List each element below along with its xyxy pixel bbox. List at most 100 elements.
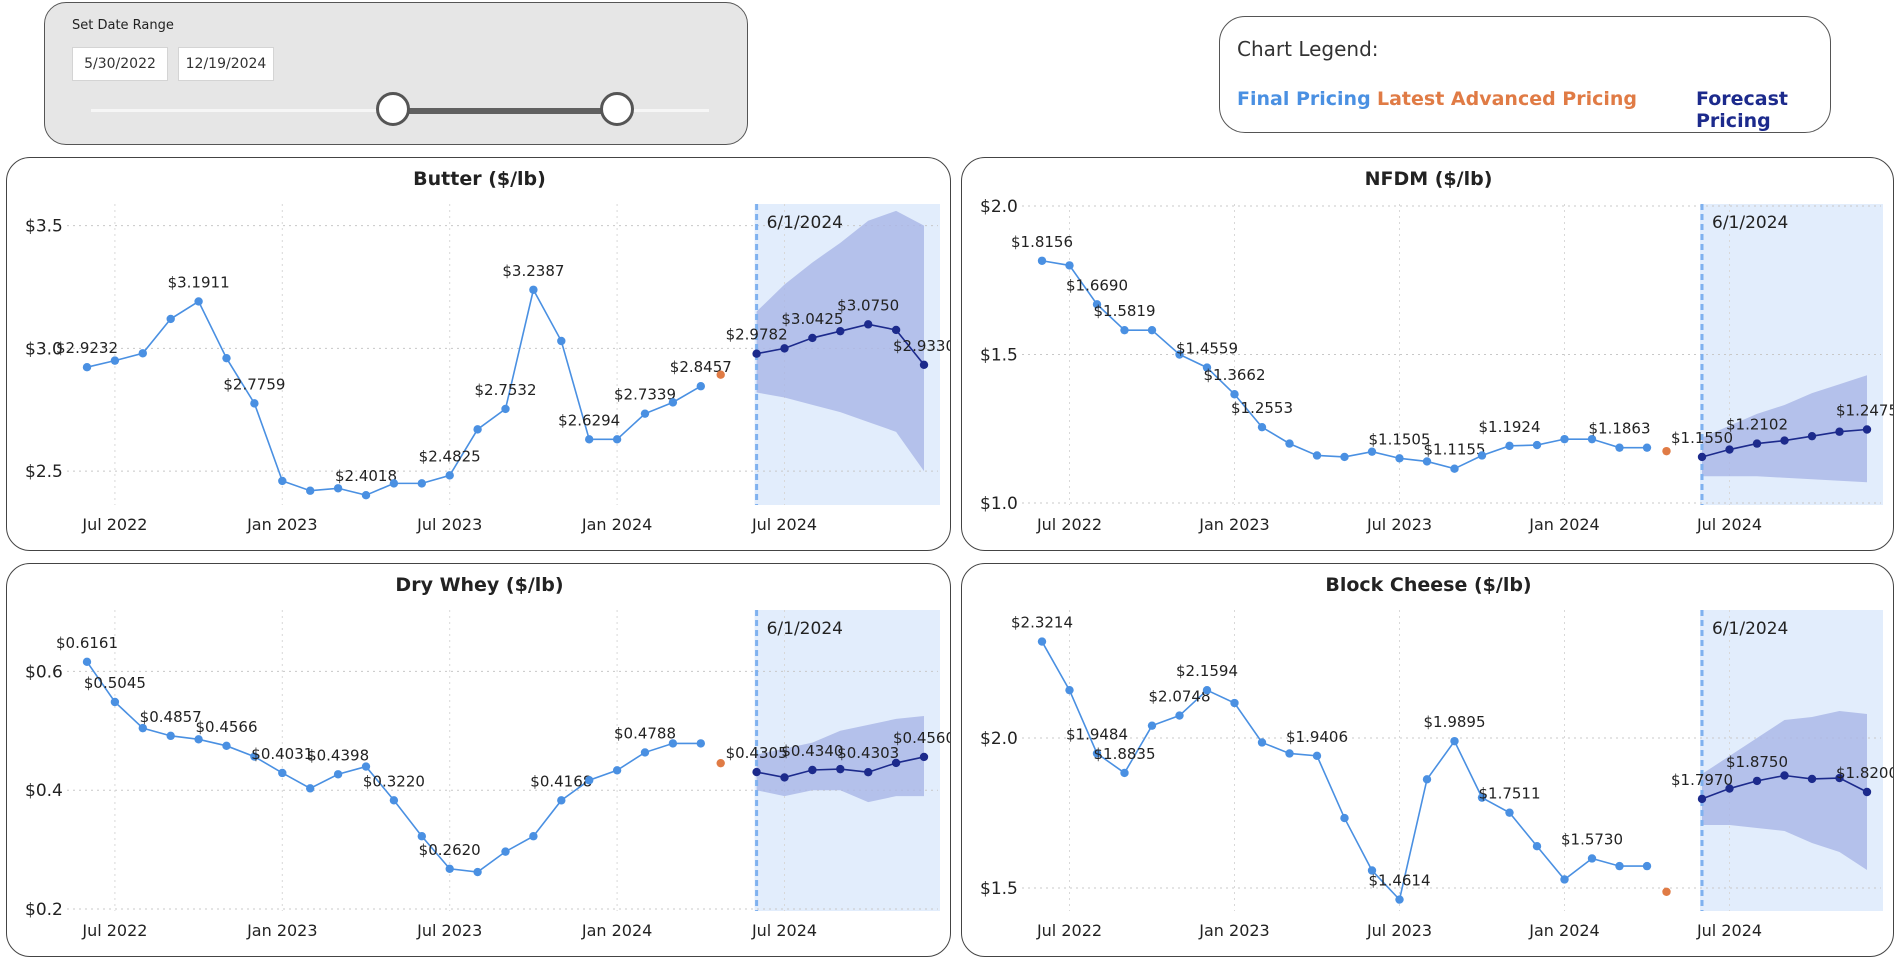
legend-latest-advanced-pricing: Latest Advanced Pricing [1377,88,1638,110]
butter-y-tick-label: $2.5 [25,462,63,482]
dry-whey-final-pricing-point [640,748,650,757]
nfdm-final-pricing-point [1175,350,1184,359]
nfdm-date-marker-label: 6/1/2024 [1712,213,1788,233]
block-cheese-final-pricing-point [1587,854,1597,863]
butter-forecast-point [891,325,901,335]
dry-whey-final-pricing-point [222,741,231,751]
dry-whey-forecast-point [919,752,929,762]
butter-chart: Butter ($/lb) $2.5 $3.0 $3.5 Jul 2022 Jan 202… [25,168,951,534]
nfdm-final-pricing-point [1532,440,1542,450]
nfdm-final-pricing-point [1477,451,1487,460]
block-cheese-final-pricing-point [1120,768,1129,778]
butter-final-data-label: $2.7339 [614,386,676,404]
butter-x-tick-label: Jul 2024 [751,515,817,534]
dry-whey-final-data-label: $0.4398 [307,746,369,764]
butter-final-data-label: $2.7759 [223,375,285,393]
dry-whey-x-tick-label: Jul 2023 [416,921,482,940]
nfdm-final-pricing-point [1560,434,1569,444]
block-cheese-x-tick-label: Jan 2023 [1198,921,1269,940]
butter-final-pricing-point [306,486,315,495]
slider-start-handle[interactable] [376,92,410,126]
dry-whey-forecast-point [836,764,845,774]
block-cheese-y-tick-label: $2.0 [980,729,1018,749]
block-cheese-final-pricing-point [1422,775,1432,784]
butter-advanced-pricing-point [716,370,725,379]
nfdm-y-tick-label: $1.5 [980,346,1018,366]
dry-whey-final-pricing-point [585,776,594,785]
butter-final-pricing-point [222,353,231,363]
butter-forecast-data-label: $2.9330 [893,337,951,355]
nfdm-final-pricing-point [1422,457,1432,466]
dry-whey-forecast-point [808,765,817,775]
nfdm-final-pricing-point [1615,443,1624,452]
butter-final-pricing-point [278,476,287,486]
dry-whey-forecast-data-label: $0.4305 [726,744,788,762]
block-cheese-final-data-label: $2.0748 [1148,688,1210,706]
nfdm-final-data-label: $1.1505 [1368,430,1430,448]
block-cheese-y-tick-label: $1.5 [980,879,1018,899]
block-cheese-forecast-data-label: $1.8200 [1836,764,1894,782]
butter-x-tick-label: Jan 2024 [581,515,652,534]
butter-forecast-band [756,210,924,472]
block-cheese-final-data-label: $1.7511 [1478,785,1540,803]
butter-final-pricing-point [250,399,259,408]
dry-whey-chart-panel: Dry Whey ($/lb) $0.2 $0.4 $0.6 Jul 2022 Jan 2… [6,563,951,957]
butter-forecast-point [836,326,845,336]
dry-whey-final-pricing-point [138,723,147,733]
block-cheese-final-pricing-point [1477,793,1487,802]
butter-x-tick-label: Jan 2023 [246,515,317,534]
butter-final-pricing-point [501,404,510,414]
dry-whey-final-pricing-point [250,752,259,761]
block-cheese-final-pricing-point [1560,875,1569,884]
nfdm-final-pricing-point [1065,261,1074,270]
nfdm-x-tick-label: Jul 2023 [1366,515,1432,534]
nfdm-forecast-point [1697,452,1707,462]
nfdm-final-data-label: $1.5819 [1093,302,1155,320]
block-cheese-date-marker-label: 6/1/2024 [1712,619,1788,639]
block-cheese-advanced-pricing-point [1662,887,1671,897]
dry-whey-final-pricing-point [166,731,175,741]
end-date-input[interactable]: 12/19/2024 [178,47,274,81]
nfdm-final-pricing-point [1037,256,1047,265]
start-date-input[interactable]: 5/30/2022 [72,47,168,81]
dry-whey-forecast-point [780,773,789,782]
dry-whey-final-pricing-point [306,784,315,793]
block-cheese-x-tick-label: Jul 2024 [1696,921,1762,940]
butter-final-pricing-point [696,382,705,391]
slider-end-handle[interactable] [600,92,634,126]
dry-whey-final-pricing-point [82,657,92,667]
slider-range-fill [393,108,617,114]
butter-final-pricing-point [110,356,120,365]
dry-whey-forecast-data-label: $0.4340 [781,742,843,760]
block-cheese-final-pricing-point [1340,813,1349,823]
nfdm-final-pricing-point [1587,434,1597,444]
nfdm-forecast-data-label: $1.2475 [1836,401,1894,419]
dry-whey-forecast-point [864,768,873,777]
nfdm-y-tick-label: $2.0 [980,197,1018,217]
nfdm-x-tick-label: Jul 2022 [1036,515,1102,534]
nfdm-final-pricing-point [1642,443,1652,452]
dry-whey-final-data-label: $0.6161 [56,634,118,652]
block-cheese-final-pricing-line [1041,641,1647,902]
nfdm-forecast-point [1725,445,1734,454]
block-cheese-final-pricing-point [1285,749,1294,758]
block-cheese-final-data-label: $1.9484 [1066,725,1128,743]
dry-whey-y-tick-label: $0.6 [25,662,63,682]
dry-whey-final-pricing-point [612,766,622,775]
dry-whey-final-data-label: $0.4168 [530,772,592,790]
butter-y-tick-label: $3.0 [25,339,63,359]
nfdm-final-pricing-point [1312,451,1322,460]
dry-whey-chart: Dry Whey ($/lb) $0.2 $0.4 $0.6 Jul 2022 Jan 2… [25,574,950,940]
butter-final-data-label: $2.6294 [558,411,620,429]
butter-final-data-label: $2.4018 [335,467,397,485]
block-cheese-chart-title: Block Cheese ($/lb) [1325,574,1531,596]
nfdm-chart-title: NFDM ($/lb) [1365,168,1493,190]
dry-whey-final-pricing-point [333,770,343,779]
butter-final-pricing-point [557,336,566,346]
butter-x-tick-label: Jul 2023 [416,515,482,534]
dry-whey-date-marker-label: 6/1/2024 [767,619,843,639]
block-cheese-forecast-point [1780,771,1789,780]
nfdm-final-pricing-point [1147,325,1157,335]
dry-whey-final-pricing-line [86,661,701,873]
nfdm-final-pricing-line [1041,259,1647,470]
